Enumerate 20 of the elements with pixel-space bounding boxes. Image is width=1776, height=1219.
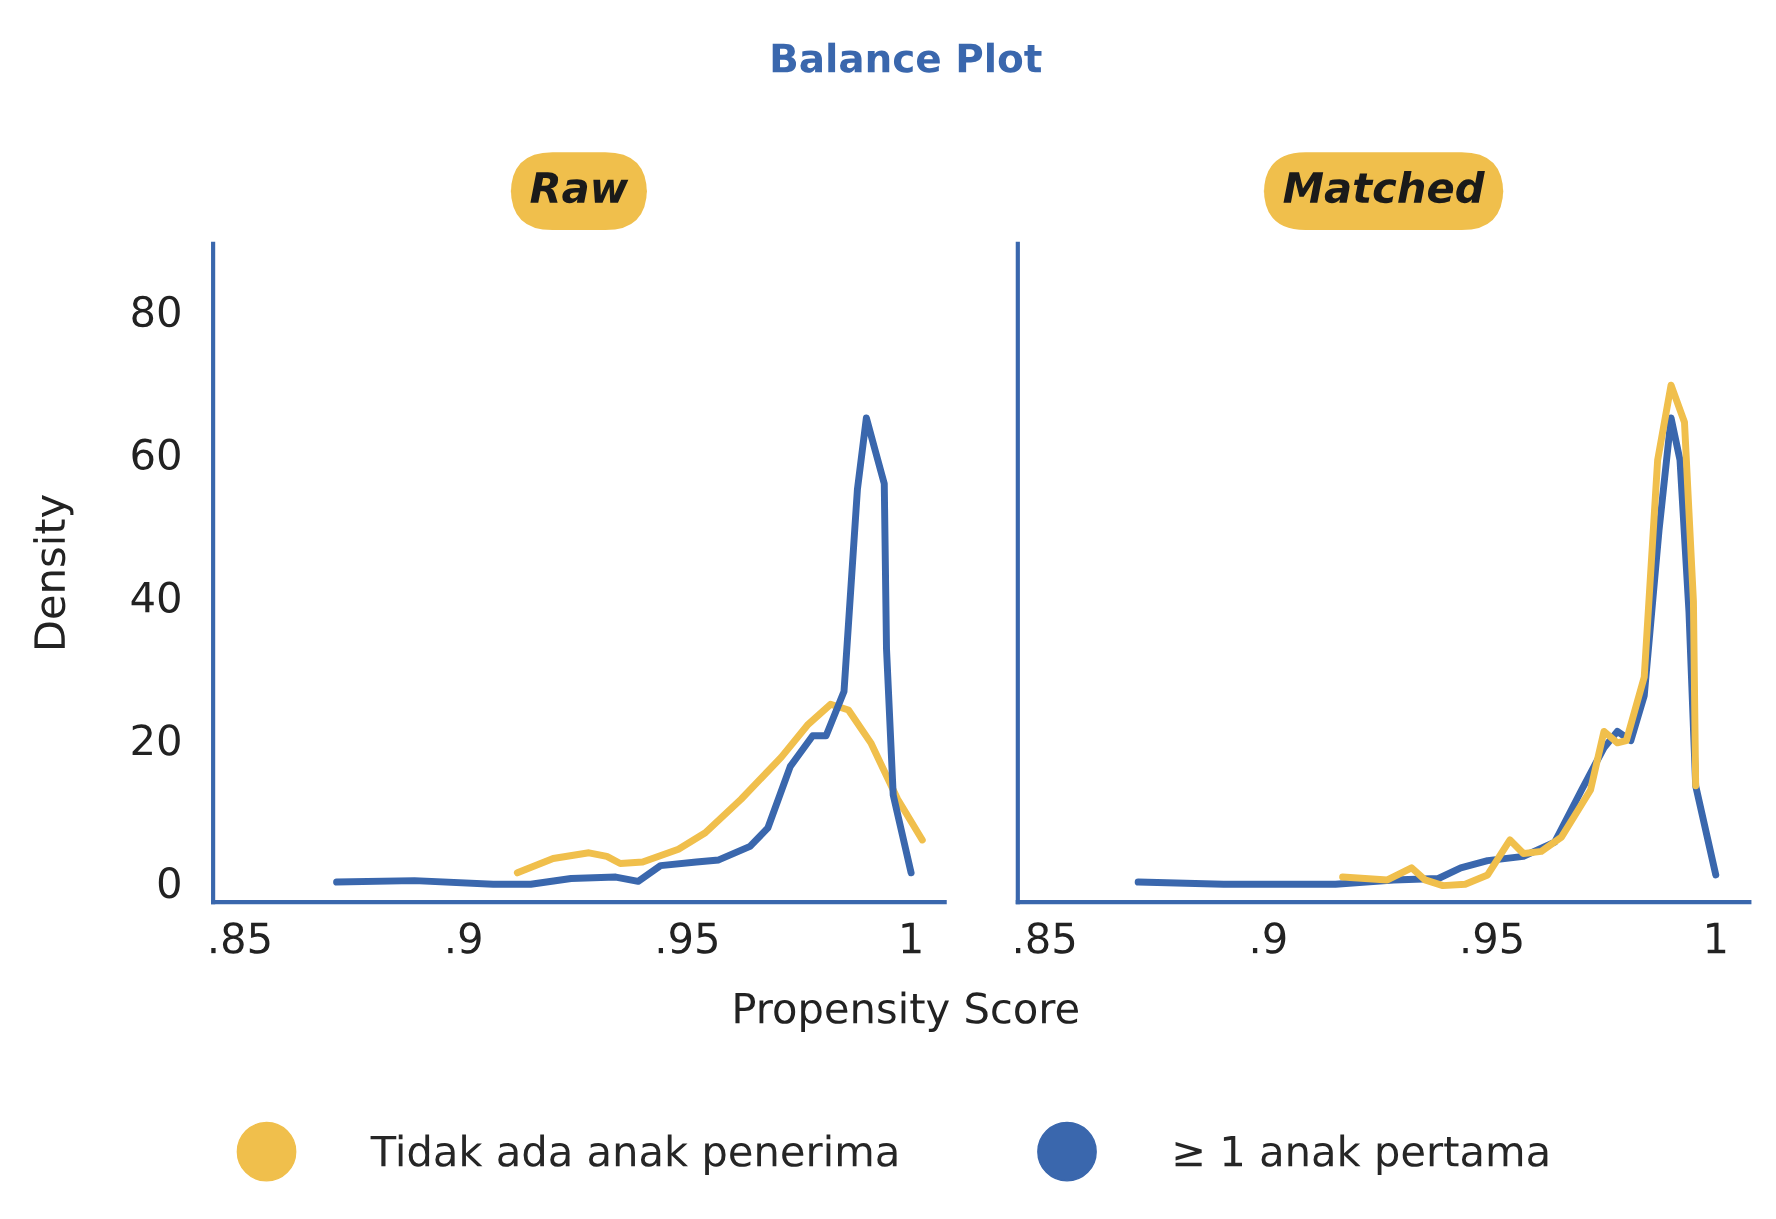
x-axis-title: Propensity Score xyxy=(735,991,1078,1032)
x-tick-label: 1 xyxy=(1707,922,1726,954)
chart-subtitle: Matched xyxy=(1283,170,1485,204)
y-tick-label: 60 xyxy=(132,438,180,471)
x-tick-label: .85 xyxy=(211,922,270,954)
y-tick-label: 20 xyxy=(132,724,180,756)
x-tick-label: .95 xyxy=(1463,922,1522,954)
y-axis-title: Density xyxy=(33,494,74,649)
legend-label: ≥ 1 anak pertama xyxy=(1175,1134,1548,1175)
x-tick-label: .95 xyxy=(658,922,717,954)
y-tick-label: 80 xyxy=(132,295,180,328)
legend-label: Tidak ada anak penerima xyxy=(370,1134,897,1175)
x-tick-label: .85 xyxy=(1015,922,1075,954)
y-tick-label: 40 xyxy=(131,581,180,613)
x-tick-label: 1 xyxy=(902,922,921,954)
x-tick-label: .9 xyxy=(448,922,481,954)
y-tick-label: 0 xyxy=(158,866,180,899)
x-tick-label: .9 xyxy=(1252,922,1286,954)
chart-subtitle: Raw xyxy=(530,172,629,204)
chart-title: Balance Plot xyxy=(772,42,1042,73)
